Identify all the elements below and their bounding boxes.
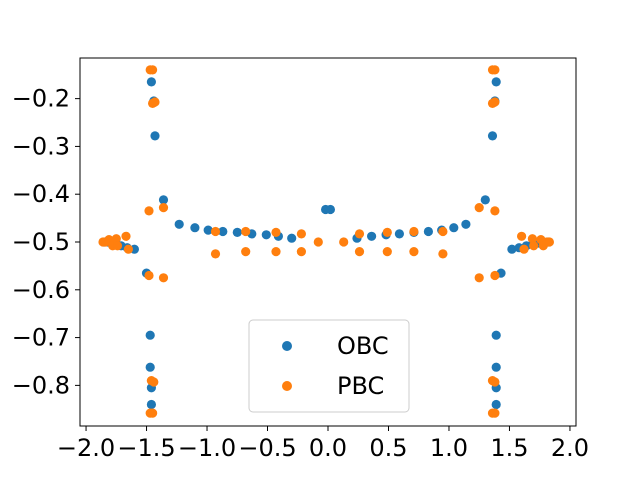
- x-tick-label: −1.0: [178, 434, 236, 462]
- point-obc: [423, 226, 433, 237]
- point-pbc: [241, 226, 251, 237]
- point-pbc: [438, 226, 448, 237]
- point-pbc: [517, 231, 527, 241]
- point-obc: [203, 225, 213, 235]
- point-pbc: [313, 237, 323, 247]
- y-tick-label: −0.7: [12, 324, 70, 352]
- point-pbc: [354, 247, 365, 257]
- point-pbc: [382, 227, 392, 237]
- y-tick-label: −0.5: [12, 228, 70, 256]
- point-pbc: [210, 226, 221, 237]
- x-tick-label: 0.5: [369, 434, 407, 462]
- point-pbc: [123, 244, 133, 254]
- point-pbc: [527, 234, 538, 244]
- legend-label-obc: OBC: [337, 332, 389, 360]
- point-pbc: [490, 270, 500, 281]
- point-obc: [491, 330, 501, 340]
- point-pbc: [339, 237, 349, 247]
- point-pbc: [474, 273, 484, 283]
- y-tick-label: −0.3: [12, 132, 70, 160]
- point-obc: [394, 229, 404, 239]
- point-obc: [158, 195, 169, 205]
- point-pbc: [519, 244, 529, 254]
- point-pbc: [490, 206, 500, 216]
- point-obc: [261, 230, 271, 240]
- legend-marker-pbc: [282, 381, 292, 391]
- point-pbc: [241, 247, 251, 257]
- axis-ticks: −2.0 −1.5 −1.0 −0.5 0.0 0.5 1.0 1.5 2.0−0.8−0.7−…: [12, 85, 589, 462]
- data-points: [98, 65, 555, 418]
- point-obc: [507, 244, 517, 254]
- point-pbc: [144, 206, 154, 216]
- point-pbc: [112, 241, 123, 251]
- point-obc: [150, 131, 160, 141]
- point-pbc: [409, 247, 419, 257]
- point-pbc: [158, 203, 169, 213]
- point-obc: [449, 223, 459, 233]
- point-pbc: [149, 377, 159, 387]
- point-obc: [145, 330, 155, 340]
- x-tick-label: 1.0: [430, 434, 468, 462]
- y-tick-label: −0.2: [12, 85, 70, 113]
- point-obc: [146, 399, 156, 410]
- legend-marker-obc: [282, 341, 292, 351]
- point-pbc: [121, 231, 131, 241]
- point-pbc: [144, 270, 154, 281]
- point-pbc: [490, 97, 500, 107]
- y-tick-label: −0.8: [12, 371, 70, 399]
- point-obc: [461, 219, 471, 229]
- point-pbc: [148, 408, 158, 418]
- point-pbc: [111, 234, 121, 244]
- x-tick-label: −0.5: [238, 434, 296, 462]
- x-tick-label: −1.5: [117, 434, 175, 462]
- point-pbc: [544, 237, 555, 247]
- point-obc: [218, 226, 228, 237]
- point-pbc: [296, 247, 306, 257]
- point-pbc: [382, 247, 392, 257]
- point-pbc: [210, 249, 221, 259]
- point-pbc: [150, 97, 160, 107]
- point-pbc: [148, 65, 158, 75]
- point-obc: [287, 233, 297, 243]
- point-pbc: [490, 65, 500, 75]
- point-obc: [146, 77, 156, 87]
- point-pbc: [490, 377, 500, 387]
- x-tick-label: 2.0: [551, 434, 589, 462]
- point-obc: [491, 399, 501, 410]
- y-tick-label: −0.4: [12, 180, 70, 208]
- point-obc: [145, 362, 155, 372]
- point-pbc: [296, 229, 306, 239]
- point-obc: [367, 231, 377, 241]
- point-pbc: [158, 273, 169, 283]
- point-obc: [325, 204, 335, 215]
- point-obc: [487, 131, 498, 141]
- point-pbc: [354, 229, 365, 239]
- point-pbc: [438, 249, 448, 259]
- legend: OBC PBC: [248, 319, 410, 413]
- point-pbc: [529, 241, 539, 251]
- point-pbc: [271, 247, 281, 257]
- point-pbc: [409, 226, 419, 237]
- point-obc: [491, 362, 501, 372]
- point-obc: [232, 227, 242, 237]
- point-obc: [480, 195, 490, 205]
- point-pbc: [490, 408, 500, 418]
- legend-label-pbc: PBC: [337, 372, 384, 400]
- point-pbc: [474, 203, 484, 213]
- point-obc: [174, 219, 184, 229]
- point-obc: [190, 223, 200, 233]
- point-obc: [491, 77, 501, 87]
- x-tick-label: 1.5: [490, 434, 528, 462]
- x-tick-label: −2.0: [57, 434, 115, 462]
- y-tick-label: −0.6: [12, 276, 70, 304]
- x-tick-label: 0.0: [309, 434, 347, 462]
- point-pbc: [271, 227, 281, 237]
